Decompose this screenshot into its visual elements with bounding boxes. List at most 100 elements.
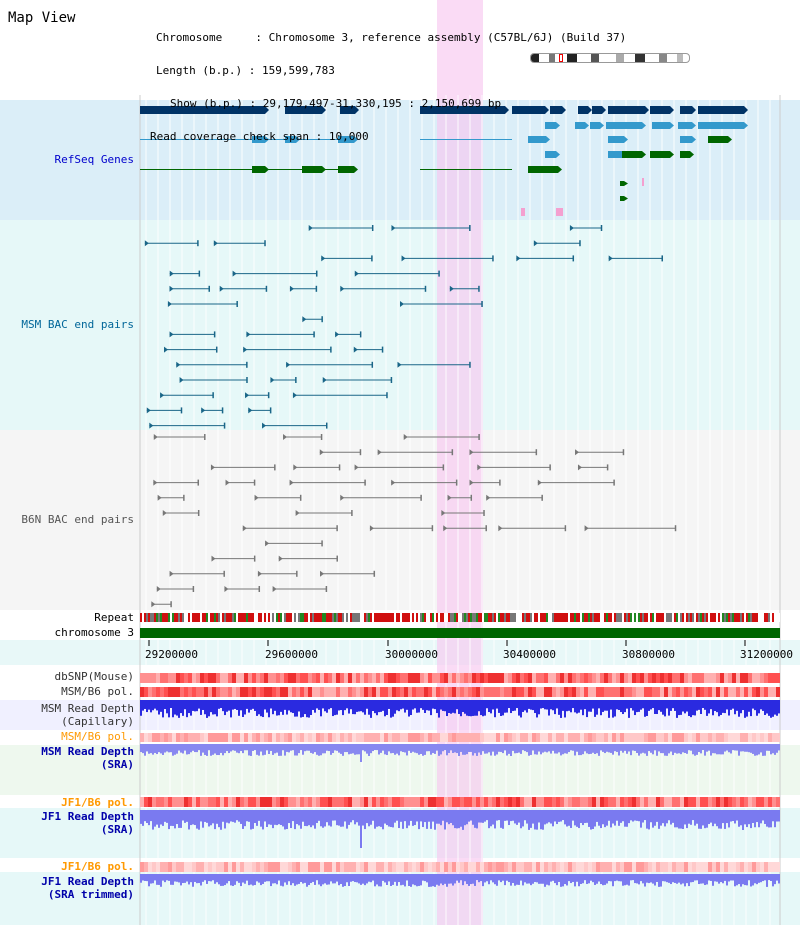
selection-highlight[interactable] (437, 0, 483, 925)
jf1-sra-depth-bar (182, 810, 184, 821)
repeat-block (222, 613, 224, 622)
b6n-bac-end (320, 434, 323, 440)
msm-cap-depth-bar (436, 700, 438, 714)
msm-bac-end (371, 361, 374, 368)
msm-sra-depth-bar (736, 744, 738, 751)
jf1-pol-heat (240, 797, 244, 807)
msm-pol2-heat (768, 733, 772, 742)
track-label-jf1-depth-trim-1[interactable]: JF1 Read Depth (41, 875, 134, 888)
jf1-trim-depth-bar (418, 874, 420, 886)
jf1-sra-depth-bar (648, 810, 650, 830)
repeat-block (600, 613, 602, 622)
b6n-bac-end (272, 586, 277, 592)
gene-strand-arrow (296, 136, 300, 143)
jf1-sra-depth-bar (512, 810, 514, 821)
msm-cap-depth-bar (358, 700, 360, 712)
repeat-block (518, 613, 520, 622)
dbsnp-heat (468, 673, 472, 683)
msm-sra-depth-bar (304, 744, 306, 752)
jf1-trim-depth-bar (600, 874, 602, 885)
msm-cap-depth-bar (324, 700, 326, 712)
msm-pol-heat (480, 687, 484, 697)
msm-sra-depth-bar (656, 744, 658, 756)
b6n-bac-end (674, 525, 677, 532)
jf1-sra-depth-bar (552, 810, 554, 827)
jf1-sra-depth-bar (746, 810, 748, 828)
track-label-jf1-pol-2[interactable]: JF1/B6 pol. (61, 860, 134, 873)
msm-bac-end (321, 316, 323, 323)
msm-bac-end (390, 377, 393, 383)
msm-pol2-heat (548, 733, 552, 742)
repeat-block (536, 613, 538, 622)
repeat-block (500, 613, 502, 622)
track-label-msm-depth-sra-1[interactable]: MSM Read Depth (41, 745, 134, 758)
repeat-block (674, 613, 676, 622)
track-label-msm-pol-1[interactable]: MSM/B6 pol. (61, 685, 134, 698)
msm-cap-depth-bar (304, 700, 306, 715)
jf1-pol2-heat (360, 862, 364, 872)
jf1-trim-depth-bar (668, 874, 670, 883)
jf1-pol-heat (228, 797, 232, 807)
msm-sra-depth-bar (178, 744, 180, 751)
jf1-pol-heat (656, 797, 660, 807)
msm-pol2-heat (272, 733, 276, 742)
msm-sra-depth-bar (326, 744, 328, 751)
dbsnp-heat (220, 673, 224, 683)
jf1-pol-heat (264, 797, 268, 807)
dbsnp-heat (596, 673, 600, 683)
msm-cap-depth-bar (646, 700, 648, 716)
jf1-sra-depth-bar (754, 810, 756, 828)
repeat-block (322, 613, 324, 622)
msm-pol2-heat (480, 733, 484, 742)
track-label-chromosome[interactable]: chromosome 3 (54, 626, 134, 639)
jf1-trim-depth-bar (444, 874, 446, 884)
msm-cap-depth-bar (264, 700, 266, 710)
track-label-msm-depth-cap-1[interactable]: MSM Read Depth (41, 702, 134, 715)
jf1-sra-depth-bar (156, 810, 158, 825)
msm-sra-depth-bar (354, 744, 356, 755)
jf1-trim-depth-bar (164, 874, 166, 883)
repeat-block (676, 613, 678, 622)
msm-sra-depth-bar (428, 744, 430, 752)
msm-cap-depth-bar (282, 700, 284, 715)
jf1-trim-depth-bar (226, 874, 228, 884)
repeat-block (450, 613, 452, 622)
track-label-jf1-depth-sra-1[interactable]: JF1 Read Depth (41, 810, 134, 823)
jf1-trim-depth-bar (174, 874, 176, 882)
jf1-pol2-heat (272, 862, 276, 872)
jf1-sra-depth-bar (602, 810, 604, 825)
jf1-sra-depth-bar (668, 810, 670, 821)
track-label-repeat[interactable]: Repeat (94, 611, 134, 624)
track-label-refseq[interactable]: RefSeq Genes (54, 153, 134, 166)
track-label-b6n-bac[interactable]: B6N BAC end pairs (21, 513, 134, 526)
track-label-msm-pol-2[interactable]: MSM/B6 pol. (61, 730, 134, 743)
track-label-dbsnp[interactable]: dbSNP(Mouse) (54, 670, 134, 683)
track-label-jf1-pol-1[interactable]: JF1/B6 pol. (61, 796, 134, 809)
msm-sra-depth-bar (490, 744, 492, 756)
msm-pol2-heat (216, 733, 220, 742)
jf1-trim-depth-bar (522, 874, 524, 886)
jf1-pol2-heat (408, 862, 412, 872)
msm-pol-heat (292, 687, 296, 697)
jf1-sra-depth-bar (724, 810, 726, 829)
msm-pol2-heat (200, 733, 204, 742)
b6n-bac-end (153, 434, 158, 440)
msm-sra-depth-bar (524, 744, 526, 752)
msm-cap-depth-bar (428, 700, 430, 711)
msm-sra-depth-bar (298, 744, 300, 754)
msm-sra-depth-bar (390, 744, 392, 754)
jf1-sra-depth-bar (562, 810, 564, 821)
dbsnp-heat (432, 673, 436, 683)
jf1-sra-depth-bar (766, 810, 768, 827)
msm-pol-heat (704, 687, 708, 697)
repeat-block (630, 613, 632, 622)
msm-sra-depth-bar (224, 744, 226, 754)
track-label-msm-bac[interactable]: MSM BAC end pairs (21, 318, 134, 331)
jf1-trim-depth-bar (582, 874, 584, 884)
repeat-block (774, 613, 776, 622)
msm-pol-heat (516, 687, 520, 697)
jf1-pol2-heat (468, 862, 472, 872)
msm-bac-end (169, 285, 174, 292)
jf1-pol2-heat (500, 862, 504, 872)
chromosome-ideogram[interactable] (530, 53, 690, 63)
